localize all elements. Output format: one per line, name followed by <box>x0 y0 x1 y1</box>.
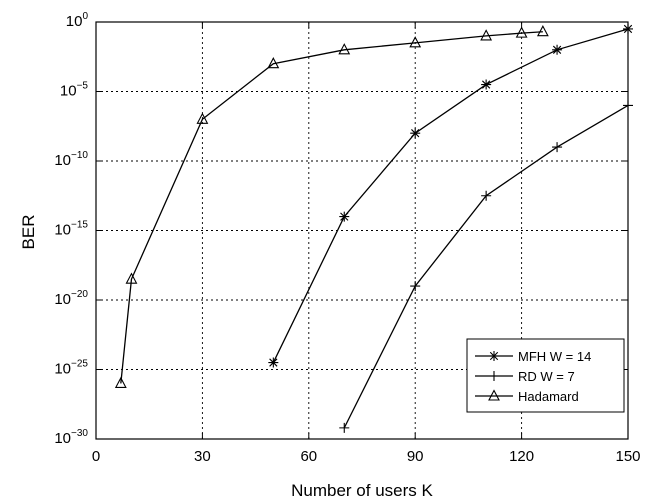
x-tick-label: 0 <box>92 448 100 465</box>
y-tick-label: 10−5 <box>60 81 89 100</box>
legend-marker-hadamard <box>488 389 500 401</box>
legend-sample-hadamard <box>475 389 513 401</box>
x-tick-label: 30 <box>194 448 211 465</box>
point-hadamard <box>338 43 351 55</box>
legend-label-rd: RD W = 7 <box>518 369 575 384</box>
y-axis-label: BER <box>19 215 38 250</box>
point-mfh <box>481 79 492 90</box>
point-rd <box>410 281 421 292</box>
point-rd <box>552 142 563 153</box>
point-mfh <box>410 128 421 139</box>
y-tick-label: 10−20 <box>54 289 88 308</box>
legend-marker-mfh <box>489 351 499 361</box>
grid <box>96 22 628 439</box>
point-hadamard <box>536 25 549 37</box>
legend-label-mfh: MFH W = 14 <box>518 349 591 364</box>
x-tick-label: 150 <box>615 448 640 465</box>
x-tick-label: 60 <box>300 448 317 465</box>
y-tick-label: 100 <box>66 11 89 30</box>
x-tick-label: 90 <box>407 448 424 465</box>
y-tick-label: 10−25 <box>54 359 88 378</box>
x-axis-label: Number of users K <box>291 481 433 500</box>
point-hadamard <box>480 29 493 41</box>
point-mfh <box>268 357 279 368</box>
point-hadamard <box>114 376 127 388</box>
point-hadamard <box>267 57 280 69</box>
ticks: 0 30 60 90 120 150 100 10−5 10−10 10−15 10−20 10−25… <box>54 11 640 465</box>
point-hadamard <box>409 36 422 48</box>
series-line-mfh <box>272 28 629 363</box>
point-hadamard <box>125 272 138 284</box>
legend: MFH W = 14 RD W = 7 Hadamard <box>466 338 625 413</box>
y-tick-label: 10−15 <box>54 220 88 239</box>
legend-sample-rd <box>475 371 513 381</box>
point-rd <box>481 190 492 201</box>
y-tick-label: 10−30 <box>54 428 88 447</box>
point-hadamard <box>515 26 528 38</box>
y-tick-label: 10−10 <box>54 150 88 169</box>
series-line-hadamard <box>120 31 543 384</box>
point-mfh <box>552 44 563 55</box>
legend-label-hadamard: Hadamard <box>518 389 579 404</box>
legend-sample-mfh <box>475 351 513 361</box>
legend-marker-rd <box>489 371 499 381</box>
point-rd <box>339 422 350 433</box>
point-hadamard <box>196 112 209 124</box>
point-mfh <box>339 211 350 222</box>
x-tick-label: 120 <box>509 448 534 465</box>
